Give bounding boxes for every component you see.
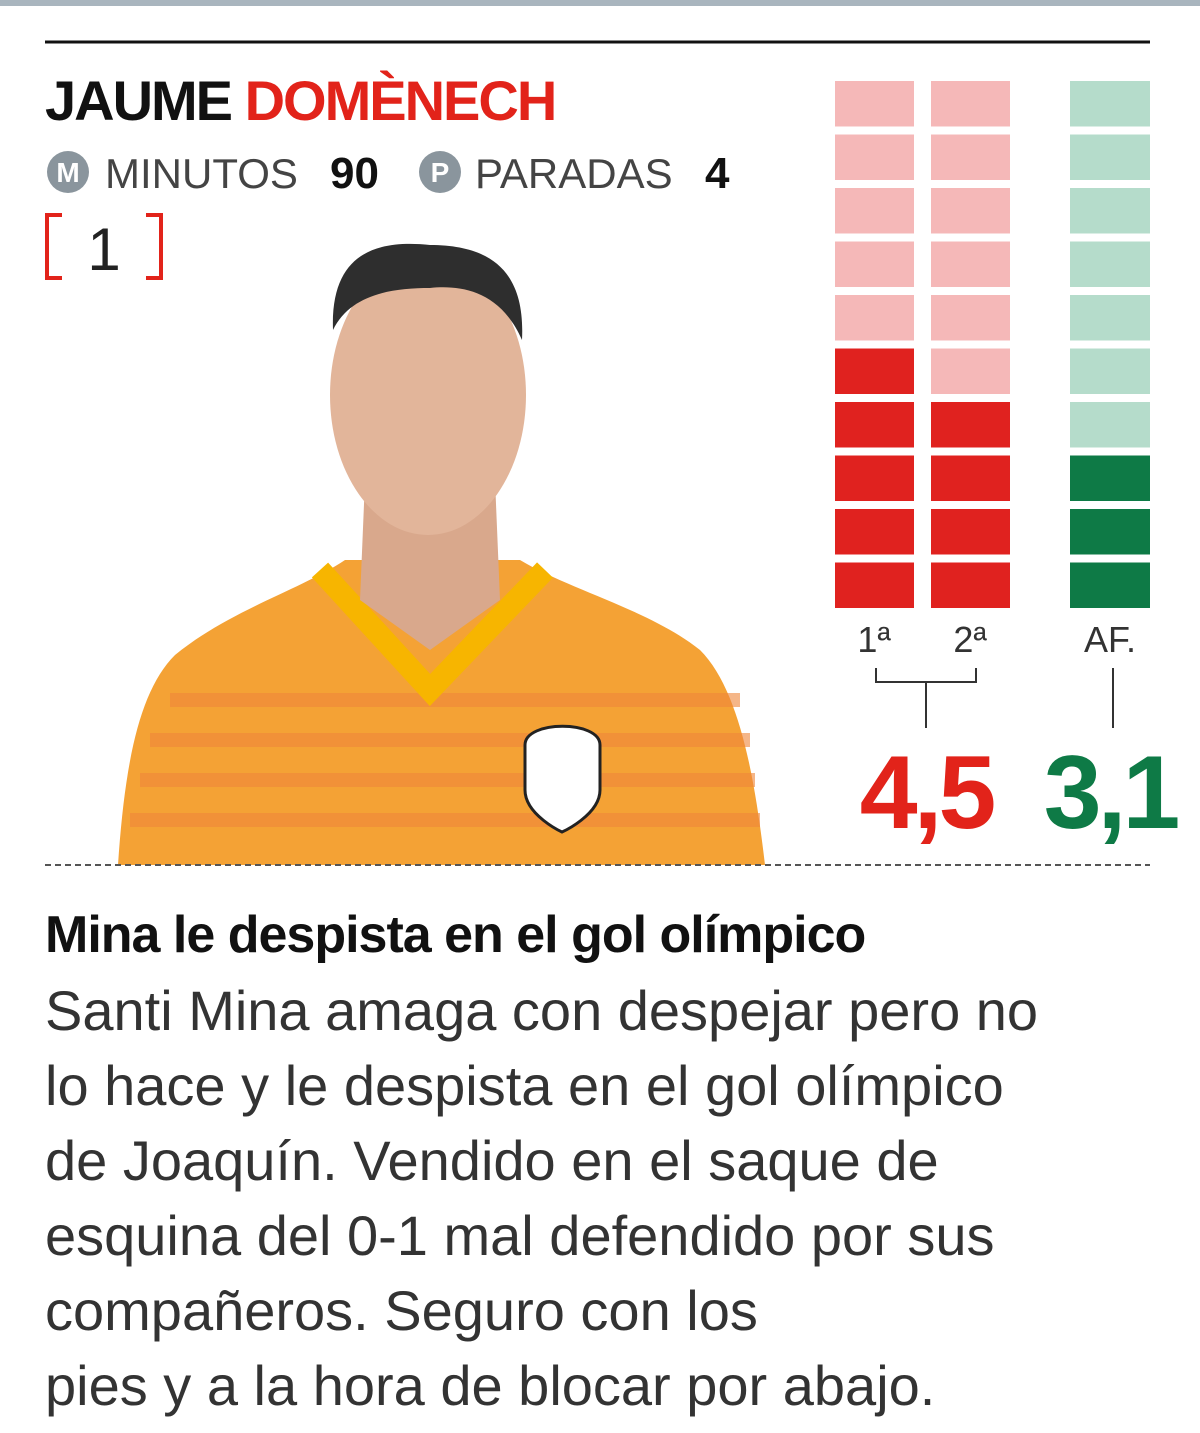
af-rating: 3,1 [1044,735,1178,851]
rating-block-empty [835,295,914,341]
headline: Mina le despista en el gol olímpico [45,906,865,964]
rating-block-empty [835,241,914,287]
rating-block-empty [931,295,1010,341]
stat-label: MINUTOS [105,150,298,197]
column-label: 2ª [953,619,987,660]
rating-block-empty [1070,134,1150,180]
rating-block-empty [1070,81,1150,127]
column-label: 1ª [857,619,891,660]
connector [875,668,977,728]
rating-block-filled [931,402,1010,448]
rating-block-filled [931,509,1010,555]
shirt-number: 1 [87,216,120,283]
body-line: esquina del 0-1 mal defendido por sus [45,1204,995,1267]
rating-block-filled [835,455,914,501]
rating-block-empty [1070,241,1150,287]
face [330,255,526,535]
rating-block-filled [835,562,914,608]
number-brackets [45,213,163,280]
last-name: DOMÈNECH [245,69,556,132]
stat-icon-bg [47,151,89,193]
rating-block-empty [931,134,1010,180]
stat-value: 4 [705,149,730,198]
stat-value: 90 [330,149,379,198]
rating-block-empty [931,188,1010,234]
first-name: JAUME [45,69,232,132]
body-line: lo hace y le despista en el gol olímpico [45,1054,1004,1117]
body-line: Santi Mina amaga con despejar pero no [45,979,1038,1042]
stat-label: PARADAS [475,150,673,197]
rating-block-filled [1070,562,1150,608]
top-rule [0,0,1200,6]
rating-block-empty [1070,295,1150,341]
average-rating: 4,5 [860,735,994,851]
column-label: AF. [1084,619,1136,660]
stat-icon-bg [419,151,461,193]
rating-block-filled [835,402,914,448]
rating-block-filled [835,348,914,394]
rating-block-filled [1070,509,1150,555]
hair [332,243,523,340]
stat-icon: P [431,157,450,188]
badge [523,724,602,834]
rating-blocks [835,81,1150,608]
rating-block-empty [931,241,1010,287]
body-line: pies y a la hora de blocar por abajo. [45,1354,935,1417]
shirt-stripes [130,693,760,827]
stat-icon: M [56,157,79,188]
rating-block-empty [1070,348,1150,394]
stats: M MINUTOS 90 P PARADAS 4 [47,149,730,198]
rating-block-empty [835,134,914,180]
shirt [118,560,765,865]
rating-block-filled [835,509,914,555]
rating-block-empty [931,348,1010,394]
article-body: Santi Mina amaga con despejar pero no lo … [45,979,1038,1417]
rating-block-empty [835,188,914,234]
player-name: JAUME DOMÈNECH [45,69,555,132]
collar [311,562,553,707]
rating-block-filled [1070,455,1150,501]
rating-block-empty [1070,402,1150,448]
rating-block-empty [1070,188,1150,234]
rating-block-filled [931,455,1010,501]
rating-block-filled [931,562,1010,608]
rating-block-empty [931,81,1010,127]
player-photo [118,243,765,865]
rating-block-empty [835,81,914,127]
body-line: compañeros. Seguro con los [45,1279,758,1342]
body-line: de Joaquín. Vendido en el saque de [45,1129,939,1192]
